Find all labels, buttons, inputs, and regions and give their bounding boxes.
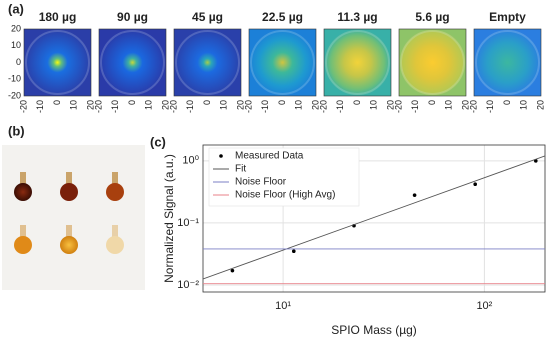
heatmap	[249, 29, 316, 96]
plot-clip	[203, 155, 545, 285]
data-point	[412, 193, 417, 197]
legend-swatch	[219, 154, 223, 158]
x-tick-label: -10	[260, 100, 270, 113]
heatmap-frame	[173, 28, 242, 97]
y-tick-label: 10⁰	[182, 155, 199, 167]
heatmap-frame	[98, 28, 167, 97]
image-title: 45 µg	[192, 10, 223, 24]
legend-label: Fit	[235, 164, 246, 175]
image-title: 180 µg	[39, 10, 77, 24]
series-line	[203, 155, 545, 280]
x-tick-label: 20	[85, 100, 95, 110]
y-axis-label: Normalized Signal (a.u.)	[162, 154, 176, 283]
heatmap	[399, 29, 466, 96]
x-tick-label: 10	[144, 100, 154, 110]
heatmap-rim	[475, 30, 540, 95]
x-tick-label: 10¹	[275, 300, 291, 312]
x-tick-label: 20	[460, 100, 470, 110]
y-tick-label: -20	[8, 90, 21, 100]
image-title: 5.6 µg	[415, 10, 449, 24]
x-tick-label: -20	[243, 100, 253, 113]
y-tick-label: -10	[8, 74, 21, 84]
panel-label: (a)	[8, 1, 24, 16]
x-tick-label: 0	[277, 100, 287, 105]
x-tick-label: -20	[18, 100, 28, 113]
heatmap-rim	[250, 30, 315, 95]
x-tick-label: 10	[519, 100, 529, 110]
heatmap-rim	[400, 30, 465, 95]
x-tick-label: 20	[235, 100, 245, 110]
heatmap	[24, 29, 91, 96]
x-tick-label: -10	[410, 100, 420, 113]
data-point	[230, 268, 235, 273]
x-tick-label: 0	[127, 100, 137, 105]
heatmap-rim	[100, 30, 165, 95]
data-point	[291, 249, 296, 253]
x-tick-label: -10	[185, 100, 195, 113]
x-tick-label: 10	[69, 100, 79, 110]
x-tick-label: -20	[393, 100, 403, 113]
y-tick-label: 10⁻¹	[177, 217, 199, 229]
x-tick-label: 0	[502, 100, 512, 105]
y-tick-label: 20	[11, 23, 21, 33]
image-title: Empty	[489, 10, 526, 24]
x-tick-label: 20	[160, 100, 170, 110]
x-tick-label: 0	[52, 100, 62, 105]
x-tick-label: -10	[335, 100, 345, 113]
heatmap	[324, 29, 391, 96]
x-tick-label: 20	[310, 100, 320, 110]
heatmap-frame	[23, 28, 92, 97]
x-tick-label: 0	[427, 100, 437, 105]
x-tick-label: 10²	[476, 300, 492, 312]
plot-frame	[202, 144, 546, 293]
heatmap-frame	[323, 28, 392, 97]
x-tick-label: 20	[385, 100, 395, 110]
heatmap-rim	[25, 30, 90, 95]
photo	[2, 145, 145, 290]
image-title: 11.3 µg	[337, 10, 377, 24]
panel-label: (b)	[8, 123, 25, 138]
heatmap	[174, 29, 241, 96]
x-tick-label: -10	[35, 100, 45, 113]
x-tick-label: 10	[294, 100, 304, 110]
legend-box	[208, 147, 360, 207]
legend-label: Noise Floor (High Avg)	[235, 190, 335, 201]
data-point	[473, 182, 477, 187]
x-tick-label: 10	[369, 100, 379, 110]
y-tick-label: 10⁻²	[177, 279, 199, 291]
panel-label: (c)	[150, 134, 166, 149]
x-tick-label: -20	[168, 100, 178, 113]
x-tick-label: -10	[485, 100, 495, 113]
image-title: 22.5 µg	[262, 10, 303, 24]
y-tick-label: 10	[11, 40, 21, 50]
x-tick-label: 20	[535, 100, 545, 110]
heatmap-rim	[325, 30, 390, 95]
x-tick-label: 0	[202, 100, 212, 105]
legend-label: Noise Floor	[235, 177, 287, 188]
x-tick-label: -10	[110, 100, 120, 113]
x-tick-label: 10	[219, 100, 229, 110]
image-title: 90 µg	[117, 10, 148, 24]
heatmap-rim	[175, 30, 240, 95]
heatmap-frame	[473, 28, 542, 97]
x-tick-label: -20	[468, 100, 478, 113]
heatmap-frame	[398, 28, 467, 97]
y-tick-label: 0	[16, 57, 21, 67]
heatmap	[474, 29, 541, 96]
x-tick-label: -20	[318, 100, 328, 113]
x-axis-label: SPIO Mass (µg)	[331, 323, 417, 337]
legend-label: Measured Data	[235, 151, 304, 162]
heatmap-frame	[248, 28, 317, 97]
x-tick-label: 10	[444, 100, 454, 110]
x-tick-label: -20	[93, 100, 103, 113]
heatmap	[99, 29, 166, 96]
x-tick-label: 0	[352, 100, 362, 105]
